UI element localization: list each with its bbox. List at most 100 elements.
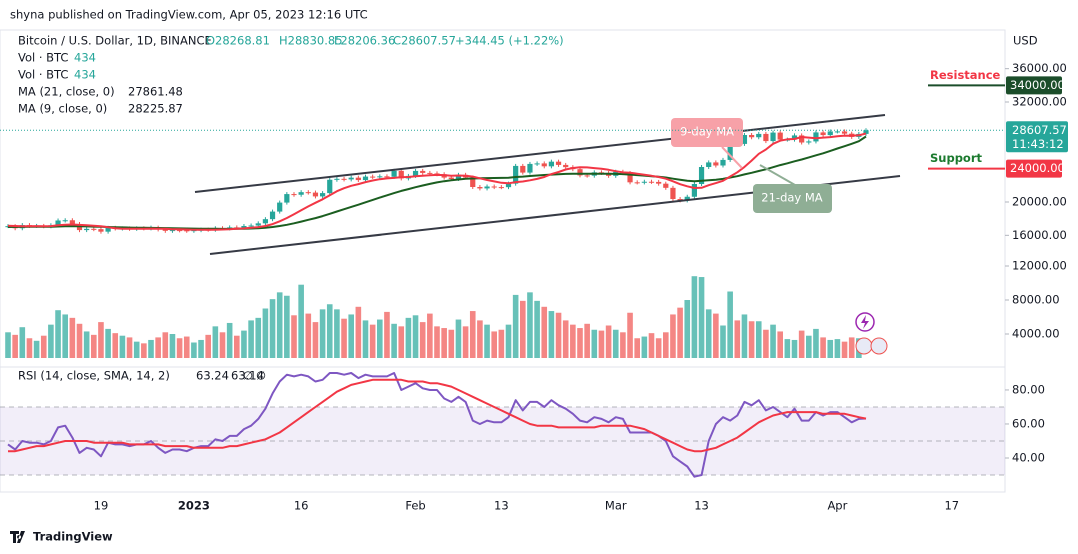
volume-bar [191,342,197,358]
price-box [1006,121,1068,153]
candle [555,161,562,165]
volume-bar [462,326,469,358]
candle [741,135,748,144]
volume-bar [319,309,326,358]
candle [391,170,397,177]
volume-bar [391,323,397,358]
candle [513,165,519,184]
arrow [759,164,796,186]
volume-bar [183,336,190,358]
logo: TradingView [10,530,113,544]
candle [305,192,311,194]
level-box [1006,76,1062,95]
event-flag[interactable] [855,337,873,355]
candle [791,135,798,140]
volume-bar [777,331,783,358]
volume-bar [698,277,705,358]
volume-bar [234,335,240,358]
candle [55,220,61,226]
candle [355,177,361,181]
candle [813,132,819,142]
candle [69,220,75,224]
volume-bar [448,329,455,358]
volume-bar [655,338,662,358]
change: +344.45 (+1.22%) [455,34,564,48]
candle [455,174,462,179]
candle [634,182,640,184]
volume-bar [255,317,262,358]
volume-bar [848,337,855,358]
candle [291,194,297,196]
volume-bar [570,324,576,358]
candle [806,141,812,143]
y-tick-label: 60.00 [1012,416,1045,430]
volume-bar [820,337,826,358]
legend-name: RSI (14, close, SMA, 14, 2) [18,369,170,383]
volume-bar [577,328,583,358]
y-tick-label: 80.00 [1012,382,1045,396]
legend-value: 63.14 [231,369,264,383]
volume-bar [33,340,40,358]
y-tick-label: 16000.00 [1012,228,1067,242]
annotation-box [671,118,743,147]
volume-bar [62,314,68,358]
volume-bar [512,294,519,358]
candle [184,230,190,232]
volume-bar [784,339,791,358]
candle [334,178,340,180]
logo-mark [10,531,25,543]
candle [584,175,590,177]
volume-bar [205,334,211,358]
level-label: Support [930,151,983,165]
volume-bar [334,309,340,358]
volume-bar [484,324,490,358]
candle [677,199,683,201]
volume-bar [434,326,440,358]
candle [498,187,504,189]
channel-upper [194,114,886,193]
volume-bar [377,319,383,358]
candle [827,131,833,136]
volume-bar [412,315,419,358]
price-label: 28607.57 [1012,123,1067,137]
event-flag[interactable] [870,337,888,355]
candle [820,132,826,136]
volume-bar [727,291,733,358]
volume-bar [19,327,26,358]
candle [627,173,633,183]
volume-bar [477,320,483,358]
volume-bar [627,312,633,358]
volume-bar [284,295,290,358]
candle [691,184,697,197]
candle [84,228,90,231]
volume-bar [806,335,812,358]
volume-bar [226,322,233,358]
candle [448,177,454,179]
candle [269,211,276,220]
data-layer [5,128,869,478]
volume-bar [841,341,848,358]
volume-bar [241,330,247,358]
volume-bar [491,331,497,358]
volume-bar [705,309,712,358]
volume-bar [198,339,204,358]
volume-bar [26,338,33,358]
candle [98,229,104,232]
candle [720,159,726,166]
candle [648,181,655,183]
candle [91,228,97,230]
volume-bar [405,317,412,358]
volume-bar [291,315,297,358]
volume-bar [641,336,648,358]
legend-value: 434 [74,51,96,65]
volume-bar [734,320,741,358]
legend-value: 434 [74,68,96,82]
volume-bar [312,322,319,358]
volume-bar [262,308,269,358]
candle [505,183,512,188]
candle [727,140,733,160]
volume-bar [763,329,769,358]
volume-bar [684,300,691,358]
candle [384,176,390,178]
volume-bar [141,343,147,358]
